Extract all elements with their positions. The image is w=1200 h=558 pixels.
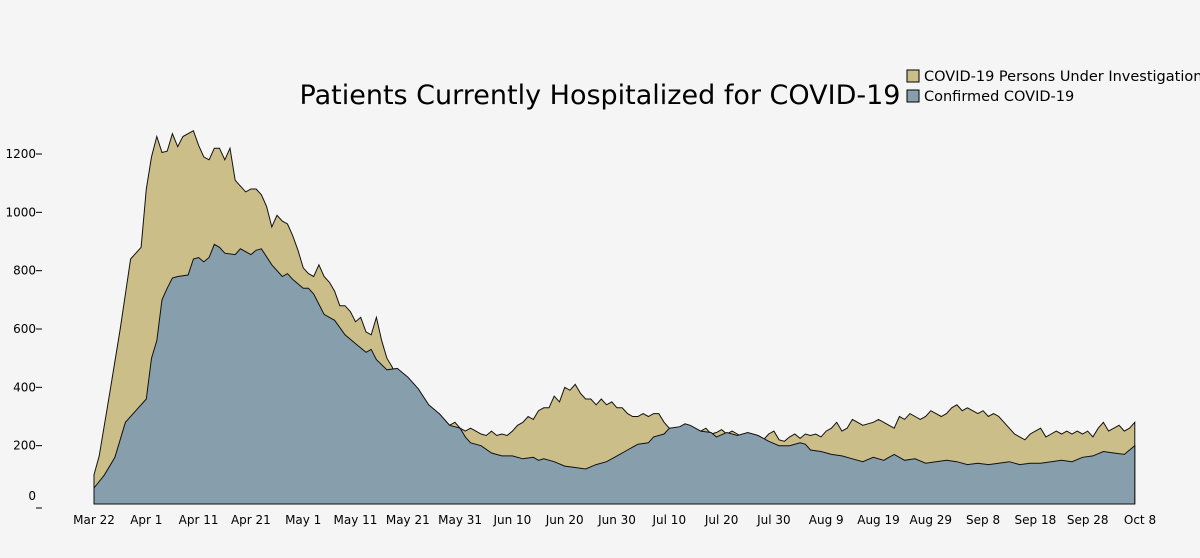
x-tick-label: Apr 11 (179, 513, 219, 527)
area-confirmed (93, 243, 1136, 505)
y-tick-label: 600 (13, 322, 36, 336)
y-tick-label: 1000 (5, 205, 36, 219)
legend-label-confirmed: Confirmed COVID-19 (924, 89, 1074, 105)
y-tick-label: 0 (28, 489, 36, 503)
x-tick-label: Aug 9 (809, 513, 844, 527)
x-tick-label: Jul 20 (704, 513, 739, 527)
x-tick-label: Sep 8 (966, 513, 1000, 527)
x-tick-label: Jul 10 (652, 513, 687, 527)
x-tick-label: Jul 30 (756, 513, 791, 527)
legend-swatch-puc (906, 69, 920, 83)
x-tick-label: Jun 30 (597, 513, 636, 527)
x-tick-label: Apr 21 (231, 513, 271, 527)
x-tick-label: Oct 8 (1124, 513, 1156, 527)
area-series (93, 129, 1136, 505)
x-tick-label: Jun 10 (492, 513, 531, 527)
legend: COVID-19 Persons Under Investigation Con… (906, 69, 1200, 105)
chart-title: Patients Currently Hospitalized for COVI… (300, 80, 901, 111)
x-tick-label: Sep 28 (1067, 513, 1109, 527)
x-tick-label: Aug 29 (910, 513, 953, 527)
x-tick-label: May 21 (386, 513, 430, 527)
x-tick-label: Mar 22 (73, 513, 115, 527)
y-axis: 0 200 400 600 800 1000 1200 (5, 147, 42, 509)
x-axis: Mar 22 Apr 1 Apr 11 Apr 21 May 1 May 11 May 21… (73, 513, 1156, 527)
x-tick-label: Jun 20 (545, 513, 584, 527)
y-tick-label: 800 (13, 264, 36, 278)
y-tick-label: 1200 (5, 147, 36, 161)
x-tick-label: May 1 (285, 513, 321, 527)
y-tick-label: 400 (13, 380, 36, 394)
x-tick-label: Aug 19 (857, 513, 900, 527)
y-tick-label: 200 (13, 439, 36, 453)
x-tick-label: May 31 (438, 513, 482, 527)
x-tick-label: May 11 (334, 513, 378, 527)
legend-swatch-confirmed (906, 89, 920, 103)
x-tick-label: Sep 18 (1015, 513, 1057, 527)
x-tick-label: Apr 1 (130, 513, 162, 527)
legend-label-puc: COVID-19 Persons Under Investigation (924, 69, 1200, 85)
